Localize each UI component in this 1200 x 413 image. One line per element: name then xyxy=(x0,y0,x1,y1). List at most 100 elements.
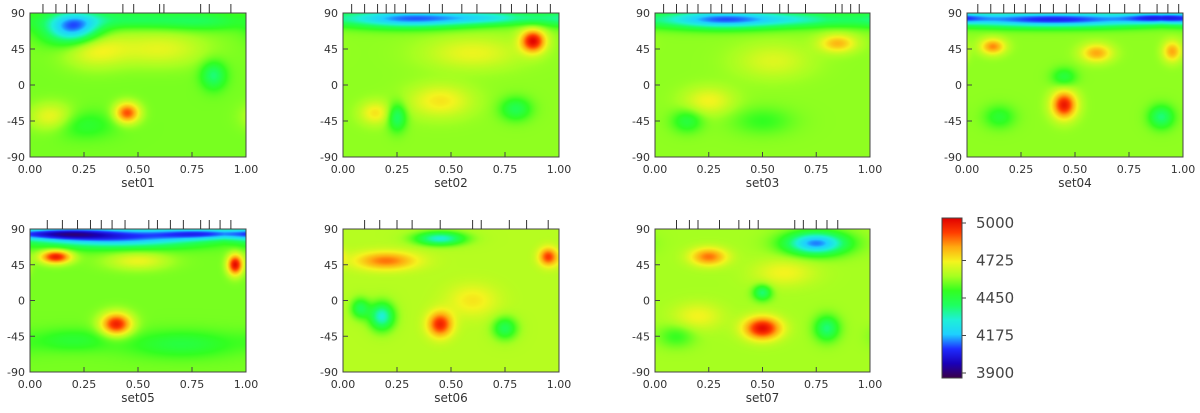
map-panel-set05: 0.00 0.25 0.50 0.75 1.00 90 45 0 -45 -90 set05 xyxy=(7,220,258,405)
panel-title: set05 xyxy=(121,391,155,405)
colorbar-tick-label: 4175 xyxy=(976,327,1014,345)
colorbar-tick-label: 3900 xyxy=(976,364,1014,382)
y-tick-label: -90 xyxy=(632,151,650,164)
x-tick-label: 1.00 xyxy=(234,163,259,176)
y-tick-label: -90 xyxy=(320,366,338,379)
y-tick-label: 0 xyxy=(643,295,650,308)
x-tick-label: 1.00 xyxy=(858,378,883,391)
y-tick-label: -90 xyxy=(944,151,962,164)
x-tick-label: 0.00 xyxy=(643,378,668,391)
x-tick-label: 0.25 xyxy=(1009,163,1034,176)
x-tick-label: 0.25 xyxy=(385,163,410,176)
colorbar-tick-label: 4725 xyxy=(976,252,1014,270)
y-tick-label: -45 xyxy=(944,115,962,128)
x-tick-label: 0.50 xyxy=(439,378,464,391)
panel-title: set04 xyxy=(1058,176,1092,190)
colorbar-tick-label: 5000 xyxy=(976,214,1014,232)
y-tick-label: 0 xyxy=(643,79,650,92)
x-tick-label: 0.00 xyxy=(18,163,43,176)
y-tick-label: 90 xyxy=(948,7,962,20)
y-tick-label: 90 xyxy=(11,7,25,20)
y-tick-label: 90 xyxy=(11,223,25,236)
x-tick-label: 0.75 xyxy=(180,378,205,391)
surface-map-set03 xyxy=(655,13,870,157)
panel-title: set06 xyxy=(434,391,468,405)
y-tick-label: 90 xyxy=(636,223,650,236)
x-tick-label: 0.75 xyxy=(804,163,829,176)
x-tick-label: 0.50 xyxy=(439,163,464,176)
y-tick-label: 90 xyxy=(324,223,338,236)
y-tick-label: -45 xyxy=(7,330,25,343)
x-tick-label: 0.50 xyxy=(750,163,775,176)
surface-map-set05 xyxy=(30,229,246,372)
y-tick-label: -90 xyxy=(7,366,25,379)
x-tick-label: 0.75 xyxy=(804,378,829,391)
y-tick-label: 45 xyxy=(948,43,962,56)
surface-map-set04 xyxy=(967,13,1183,157)
surface-map-set06 xyxy=(343,229,559,372)
y-tick-label: 45 xyxy=(11,259,25,272)
y-tick-label: -45 xyxy=(632,115,650,128)
map-panel-set07: 0.00 0.25 0.50 0.75 1.00 90 45 0 -45 -90 set07 xyxy=(632,220,882,405)
y-tick-label: 90 xyxy=(324,7,338,20)
y-tick-label: 45 xyxy=(11,43,25,56)
y-tick-label: 45 xyxy=(324,43,338,56)
x-tick-label: 1.00 xyxy=(1171,163,1196,176)
y-tick-label: 45 xyxy=(636,259,650,272)
x-tick-label: 0.25 xyxy=(697,163,722,176)
colorbar-tick-label: 4450 xyxy=(976,289,1014,307)
x-tick-label: 1.00 xyxy=(858,163,883,176)
y-tick-label: 0 xyxy=(18,79,25,92)
panel-title: set07 xyxy=(746,391,780,405)
x-tick-label: 1.00 xyxy=(234,378,259,391)
panel-title: set01 xyxy=(121,176,155,190)
x-tick-label: 0.50 xyxy=(1063,163,1088,176)
surface-map-set01 xyxy=(30,13,246,157)
x-tick-label: 0.50 xyxy=(750,378,775,391)
x-tick-label: 0.75 xyxy=(1117,163,1142,176)
x-tick-label: 1.00 xyxy=(547,163,572,176)
x-tick-label: 0.00 xyxy=(18,378,43,391)
y-tick-label: -45 xyxy=(632,330,650,343)
y-tick-label: -45 xyxy=(320,330,338,343)
y-tick-label: 90 xyxy=(636,7,650,20)
x-tick-label: 0.50 xyxy=(126,163,151,176)
x-tick-label: 0.25 xyxy=(697,378,722,391)
x-tick-label: 0.00 xyxy=(331,163,356,176)
y-tick-label: 45 xyxy=(636,43,650,56)
map-panel-set02: 0.00 0.25 0.50 0.75 1.00 90 45 0 -45 -90 set02 xyxy=(320,4,571,190)
x-tick-label: 0.00 xyxy=(331,378,356,391)
y-tick-label: 45 xyxy=(324,259,338,272)
panel-title: set03 xyxy=(746,176,780,190)
panel-title: set02 xyxy=(434,176,468,190)
y-tick-label: -45 xyxy=(320,115,338,128)
surface-map-set02 xyxy=(343,13,559,157)
colorbar: 5000 4725 4450 4175 3900 xyxy=(941,214,1014,382)
map-panel-set04: 0.00 0.25 0.50 0.75 1.00 90 45 0 -45 -90 set04 xyxy=(944,4,1195,190)
y-tick-label: 0 xyxy=(18,295,25,308)
x-tick-label: 0.75 xyxy=(180,163,205,176)
map-panel-set01: 0.00 0.25 0.50 0.75 1.00 90 45 0 -45 -90 set01 xyxy=(7,4,258,190)
y-tick-label: 0 xyxy=(331,79,338,92)
y-tick-label: 0 xyxy=(331,295,338,308)
x-tick-label: 0.00 xyxy=(955,163,980,176)
x-tick-label: 0.25 xyxy=(72,163,97,176)
x-tick-label: 0.75 xyxy=(493,378,518,391)
colorbar-gradient xyxy=(941,217,963,379)
y-tick-label: 0 xyxy=(955,79,962,92)
x-tick-label: 0.50 xyxy=(126,378,151,391)
y-tick-label: -90 xyxy=(632,366,650,379)
x-tick-label: 0.25 xyxy=(385,378,410,391)
x-tick-label: 0.25 xyxy=(72,378,97,391)
surface-map-set07 xyxy=(655,229,870,372)
panels: 0.00 0.25 0.50 0.75 1.0090450-45-90set010.00… xyxy=(7,4,1195,405)
y-tick-label: -90 xyxy=(7,151,25,164)
y-tick-label: -45 xyxy=(7,115,25,128)
map-panel-set06: 0.00 0.25 0.50 0.75 1.00 90 45 0 -45 -90 set06 xyxy=(320,220,571,405)
x-tick-label: 0.75 xyxy=(493,163,518,176)
map-panel-set03: 0.00 0.25 0.50 0.75 1.00 90 45 0 -45 -90 set03 xyxy=(632,4,882,190)
x-tick-label: 0.00 xyxy=(643,163,668,176)
y-tick-label: -90 xyxy=(320,151,338,164)
x-tick-label: 1.00 xyxy=(547,378,572,391)
